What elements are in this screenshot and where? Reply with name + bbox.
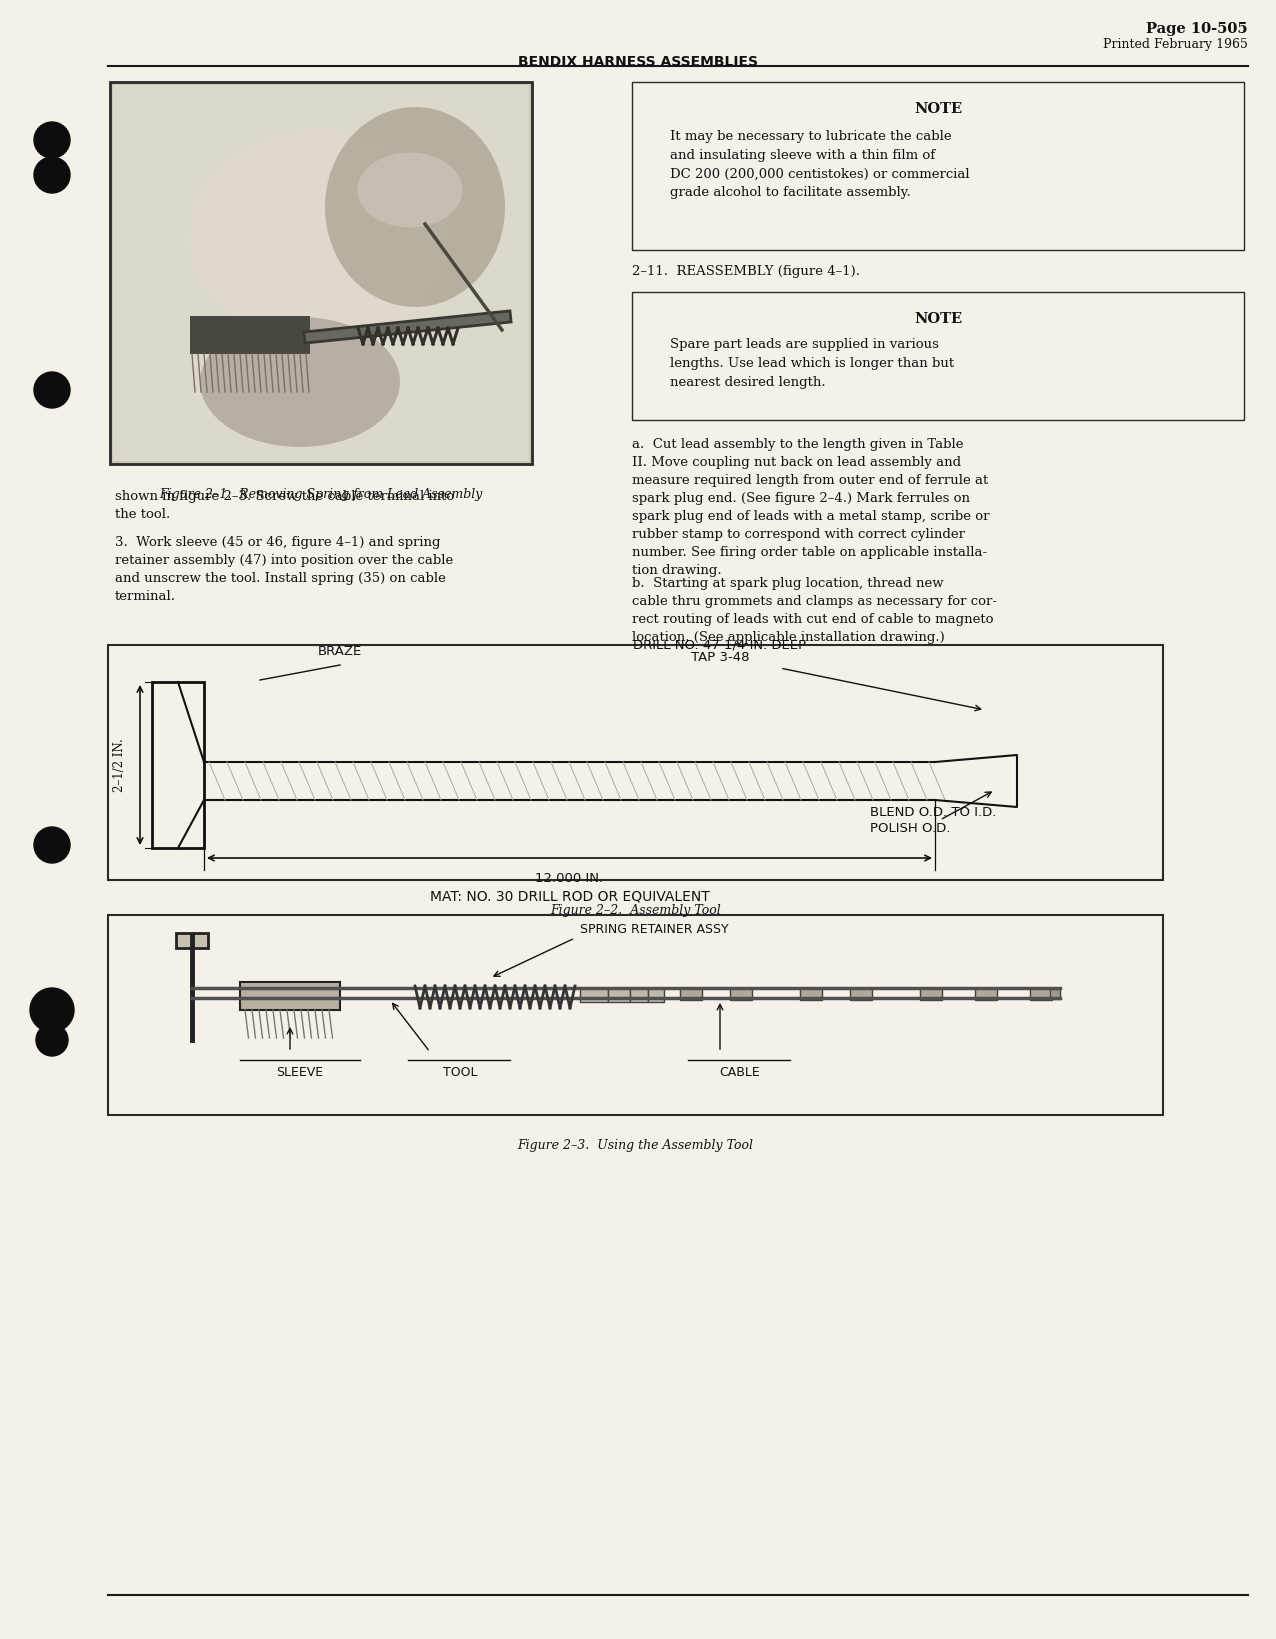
Text: TOOL: TOOL [443, 1065, 477, 1078]
Ellipse shape [200, 316, 399, 447]
Bar [108, 915, 1162, 1115]
Text: POLISH O.D.: POLISH O.D. [870, 821, 951, 834]
Bar [176, 933, 208, 947]
Text: NOTE: NOTE [914, 311, 962, 326]
Circle shape [31, 988, 74, 1033]
Ellipse shape [190, 133, 450, 343]
Bar [1050, 988, 1060, 1000]
Bar [114, 85, 530, 461]
Ellipse shape [325, 107, 505, 306]
Text: Figure 2–2.  Assembly Tool: Figure 2–2. Assembly Tool [550, 905, 721, 916]
Text: Spare part leads are supplied in various
lengths. Use lead which is longer than : Spare part leads are supplied in various… [670, 338, 954, 388]
Circle shape [34, 157, 70, 193]
Bar [240, 982, 339, 1010]
Text: 12.000 IN.: 12.000 IN. [536, 872, 604, 885]
Ellipse shape [357, 152, 462, 228]
Text: It may be necessary to lubricate the cable
and insulating sleeve with a thin fil: It may be necessary to lubricate the cab… [670, 129, 970, 200]
Circle shape [34, 372, 70, 408]
Text: BLEND O.D. TO I.D.: BLEND O.D. TO I.D. [870, 805, 997, 818]
Bar [581, 988, 607, 1001]
Text: Printed February 1965: Printed February 1965 [1104, 38, 1248, 51]
Bar [975, 988, 997, 1000]
Text: Page 10-505: Page 10-505 [1146, 21, 1248, 36]
Polygon shape [935, 756, 1017, 806]
Text: BENDIX HARNESS ASSEMBLIES: BENDIX HARNESS ASSEMBLIES [518, 56, 758, 69]
Circle shape [34, 121, 70, 157]
Circle shape [34, 828, 70, 864]
Bar [730, 988, 752, 1000]
Text: SPRING RETAINER ASSY: SPRING RETAINER ASSY [581, 923, 729, 936]
Text: NOTE: NOTE [914, 102, 962, 116]
Bar [800, 988, 822, 1000]
Text: 2–11.  REASSEMBLY (figure 4–1).: 2–11. REASSEMBLY (figure 4–1). [632, 266, 860, 279]
Circle shape [36, 1024, 68, 1056]
Bar [152, 682, 204, 847]
Bar [680, 988, 702, 1000]
Text: b.  Starting at spark plug location, thread new
cable thru grommets and clamps a: b. Starting at spark plug location, thre… [632, 577, 997, 644]
Text: MAT: NO. 30 DRILL ROD OR EQUIVALENT: MAT: NO. 30 DRILL ROD OR EQUIVALENT [430, 890, 709, 905]
Text: a.  Cut lead assembly to the length given in Table
II. Move coupling nut back on: a. Cut lead assembly to the length given… [632, 438, 989, 577]
Bar [632, 82, 1244, 251]
Bar [648, 988, 664, 1001]
Text: Figure 2–3.  Using the Assembly Tool: Figure 2–3. Using the Assembly Tool [518, 1139, 754, 1152]
Bar [108, 646, 1162, 880]
Text: shown in figure 2–3. Screw the cable terminal into
the tool.: shown in figure 2–3. Screw the cable ter… [115, 490, 454, 521]
Text: TAP 3-48: TAP 3-48 [690, 651, 749, 664]
Text: 3.  Work sleeve (45 or 46, figure 4–1) and spring
retainer assembly (47) into po: 3. Work sleeve (45 or 46, figure 4–1) an… [115, 536, 453, 603]
Text: 2–1/2 IN.: 2–1/2 IN. [114, 738, 126, 792]
Bar [850, 988, 872, 1000]
Bar [607, 988, 630, 1001]
Bar [1030, 988, 1051, 1000]
Text: DRILL NO. 47 1/4 IN. DEEP: DRILL NO. 47 1/4 IN. DEEP [633, 638, 806, 651]
Bar [110, 82, 532, 464]
Text: CABLE: CABLE [720, 1065, 760, 1078]
Text: BRAZE: BRAZE [318, 646, 362, 657]
Text: SLEEVE: SLEEVE [277, 1065, 324, 1078]
Text: Figure 2–1.  Removing Spring from Lead Assembly: Figure 2–1. Removing Spring from Lead As… [160, 488, 482, 502]
Bar [630, 988, 648, 1001]
Bar [190, 316, 310, 354]
Bar [632, 292, 1244, 420]
Bar [920, 988, 942, 1000]
